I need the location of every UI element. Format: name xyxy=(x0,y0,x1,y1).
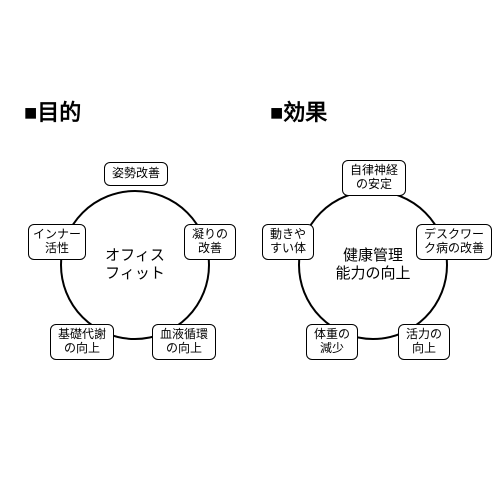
node-right-3: 体重の 減少 xyxy=(306,324,358,360)
node-left-3: 基礎代謝 の向上 xyxy=(50,324,114,360)
diagram-purpose: オフィス フィット 姿勢改善凝りの 改善血液循環 の向上基礎代謝 の向上インナー… xyxy=(20,150,250,380)
node-left-2: 血液循環 の向上 xyxy=(152,324,216,360)
heading-effect: ■効果 xyxy=(270,95,327,127)
node-right-4: 動きや すい体 xyxy=(262,224,314,260)
node-right-2: 活力の 向上 xyxy=(398,324,450,360)
node-right-1: デスクワー ク病の改善 xyxy=(416,224,492,260)
node-left-4: インナー 活性 xyxy=(28,224,86,260)
diagram-effect: 健康管理 能力の向上 自律神経 の安定デスクワー ク病の改善活力の 向上体重の … xyxy=(258,150,488,380)
node-left-0: 姿勢改善 xyxy=(104,162,168,186)
node-right-0: 自律神経 の安定 xyxy=(342,160,406,196)
node-left-1: 凝りの 改善 xyxy=(184,224,236,260)
heading-purpose: ■目的 xyxy=(24,95,81,127)
